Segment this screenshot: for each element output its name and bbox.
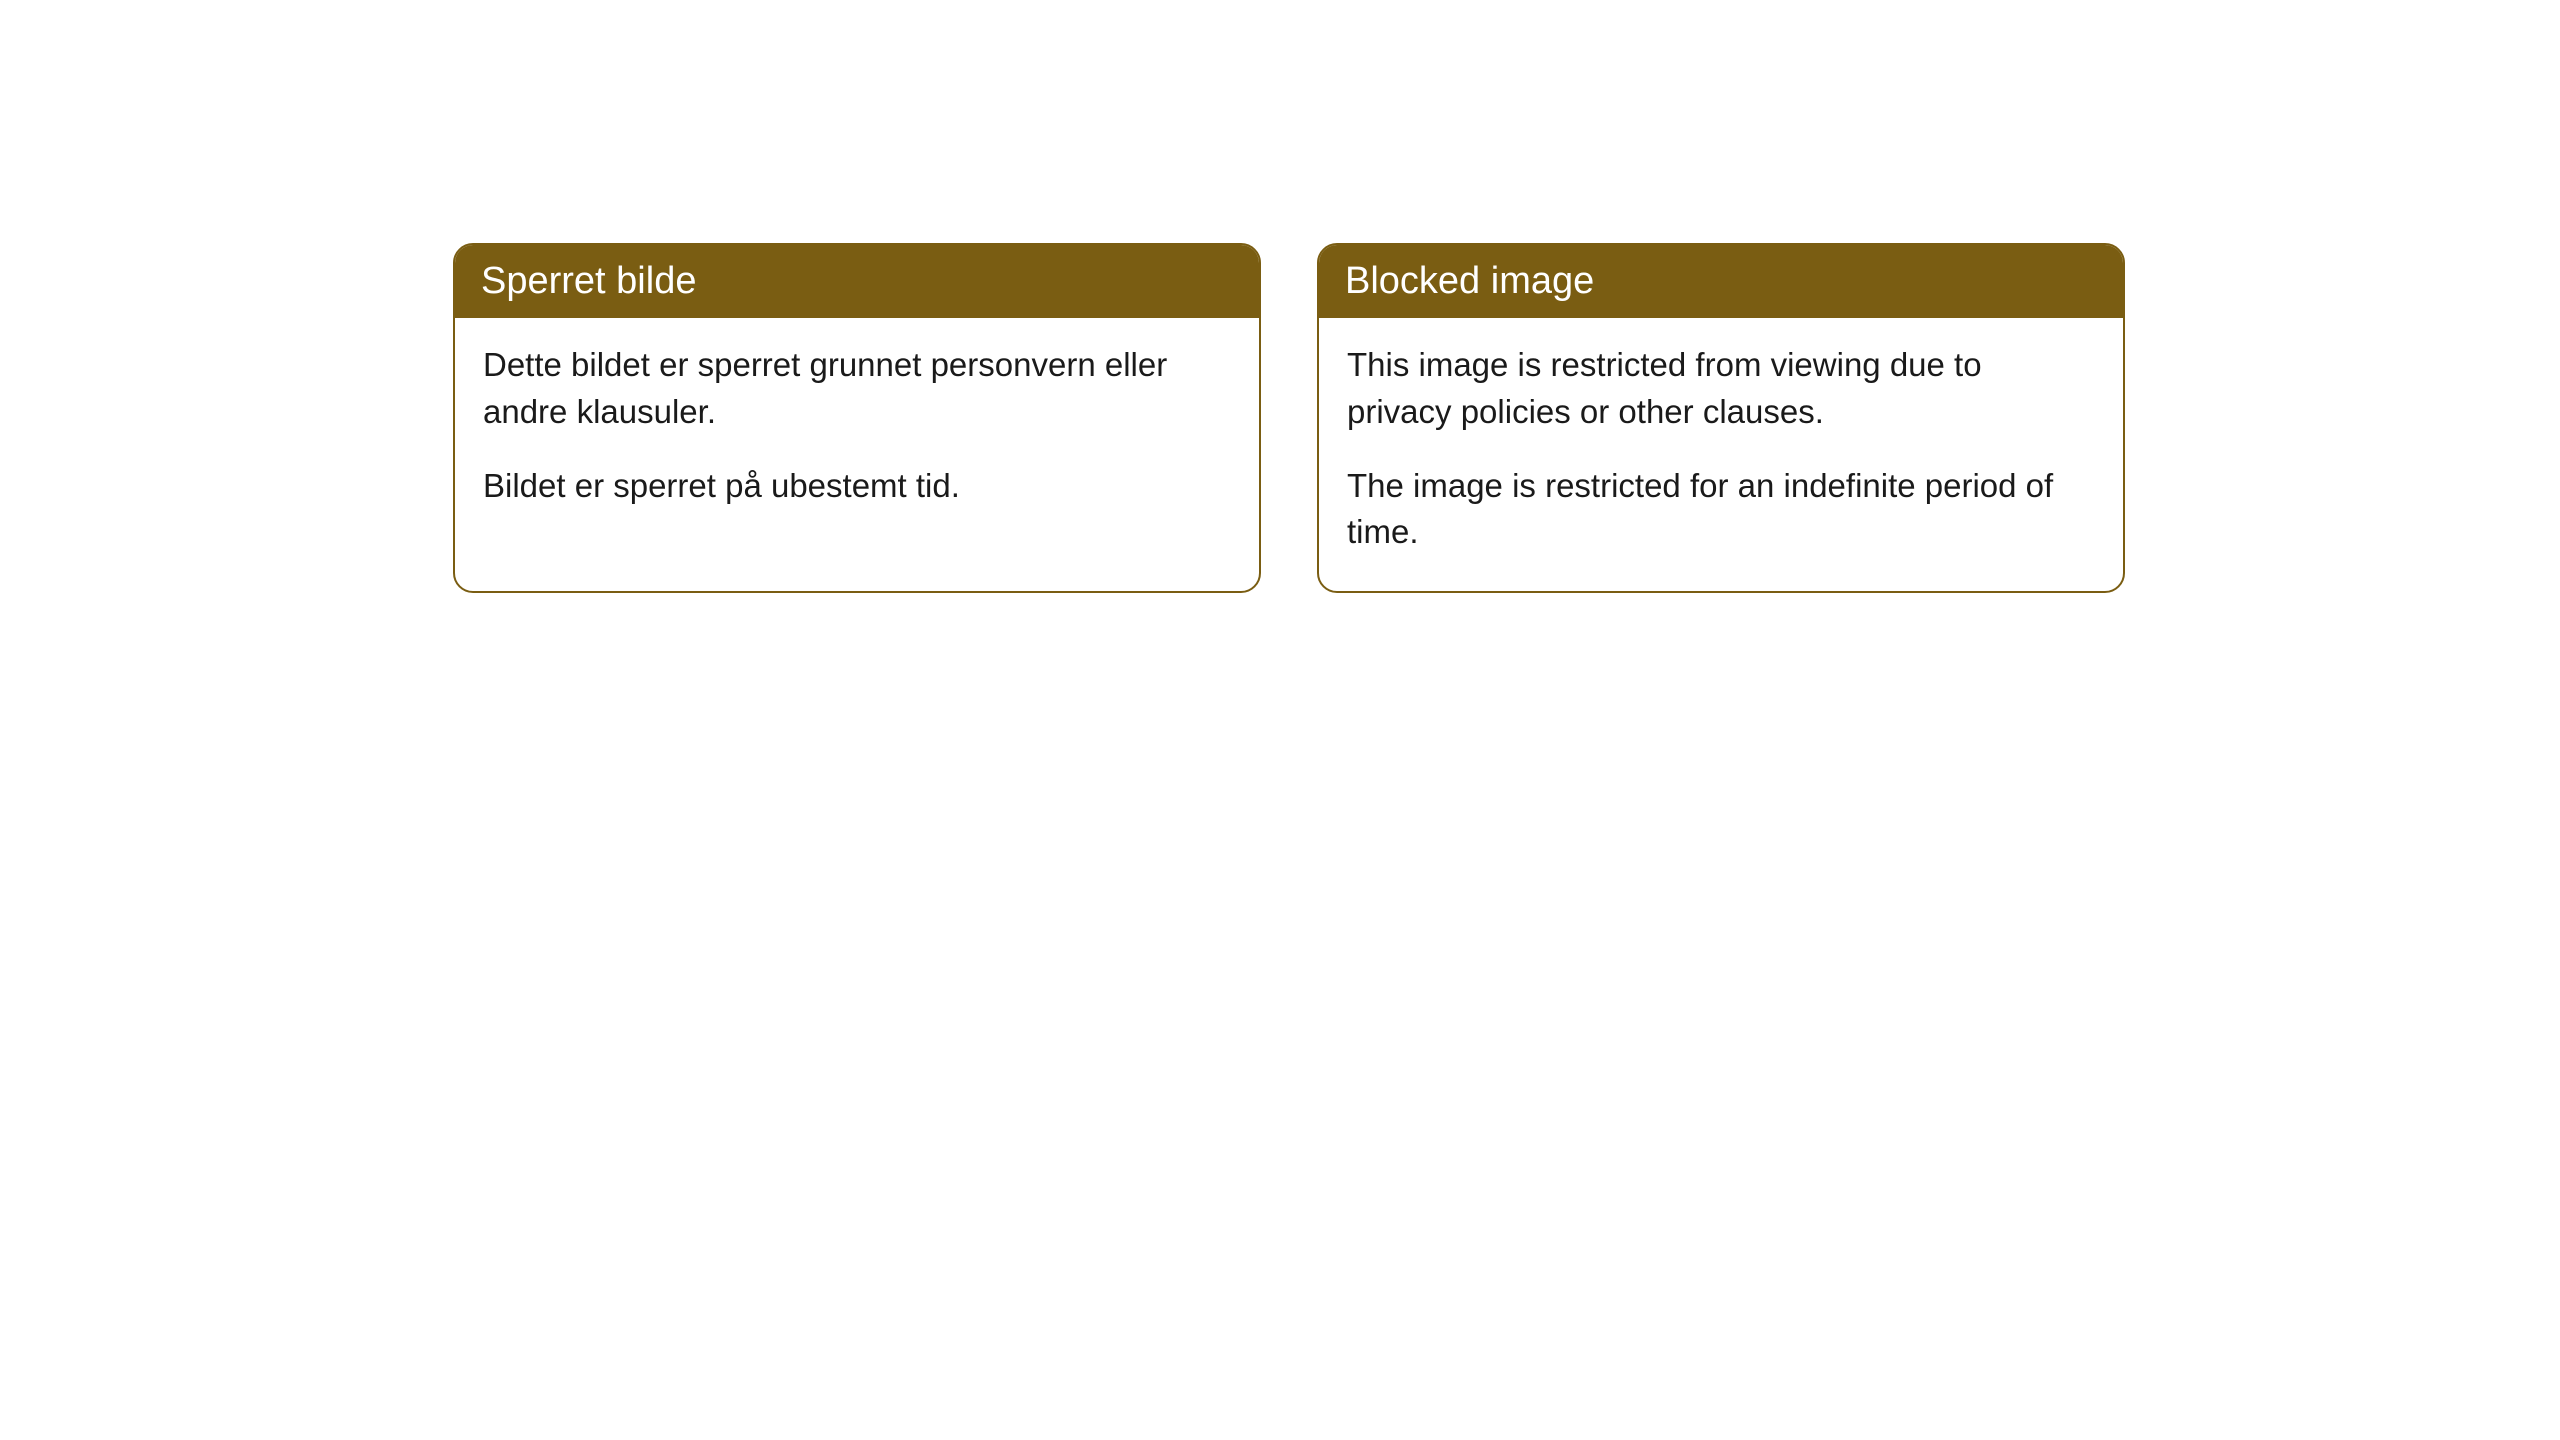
card-paragraph: The image is restricted for an indefinit… (1347, 463, 2095, 555)
card-title: Sperret bilde (481, 260, 696, 302)
card-body: This image is restricted from viewing du… (1319, 318, 2123, 591)
card-body: Dette bildet er sperret grunnet personve… (455, 318, 1259, 545)
card-paragraph: Dette bildet er sperret grunnet personve… (483, 342, 1231, 434)
card-header: Blocked image (1319, 245, 2123, 318)
card-header: Sperret bilde (455, 245, 1259, 318)
blocked-image-card-norwegian: Sperret bilde Dette bildet er sperret gr… (453, 243, 1261, 593)
blocked-image-card-english: Blocked image This image is restricted f… (1317, 243, 2125, 593)
card-paragraph: Bildet er sperret på ubestemt tid. (483, 463, 1231, 509)
card-paragraph: This image is restricted from viewing du… (1347, 342, 2095, 434)
notice-container: Sperret bilde Dette bildet er sperret gr… (0, 0, 2560, 593)
card-title: Blocked image (1345, 260, 1594, 302)
